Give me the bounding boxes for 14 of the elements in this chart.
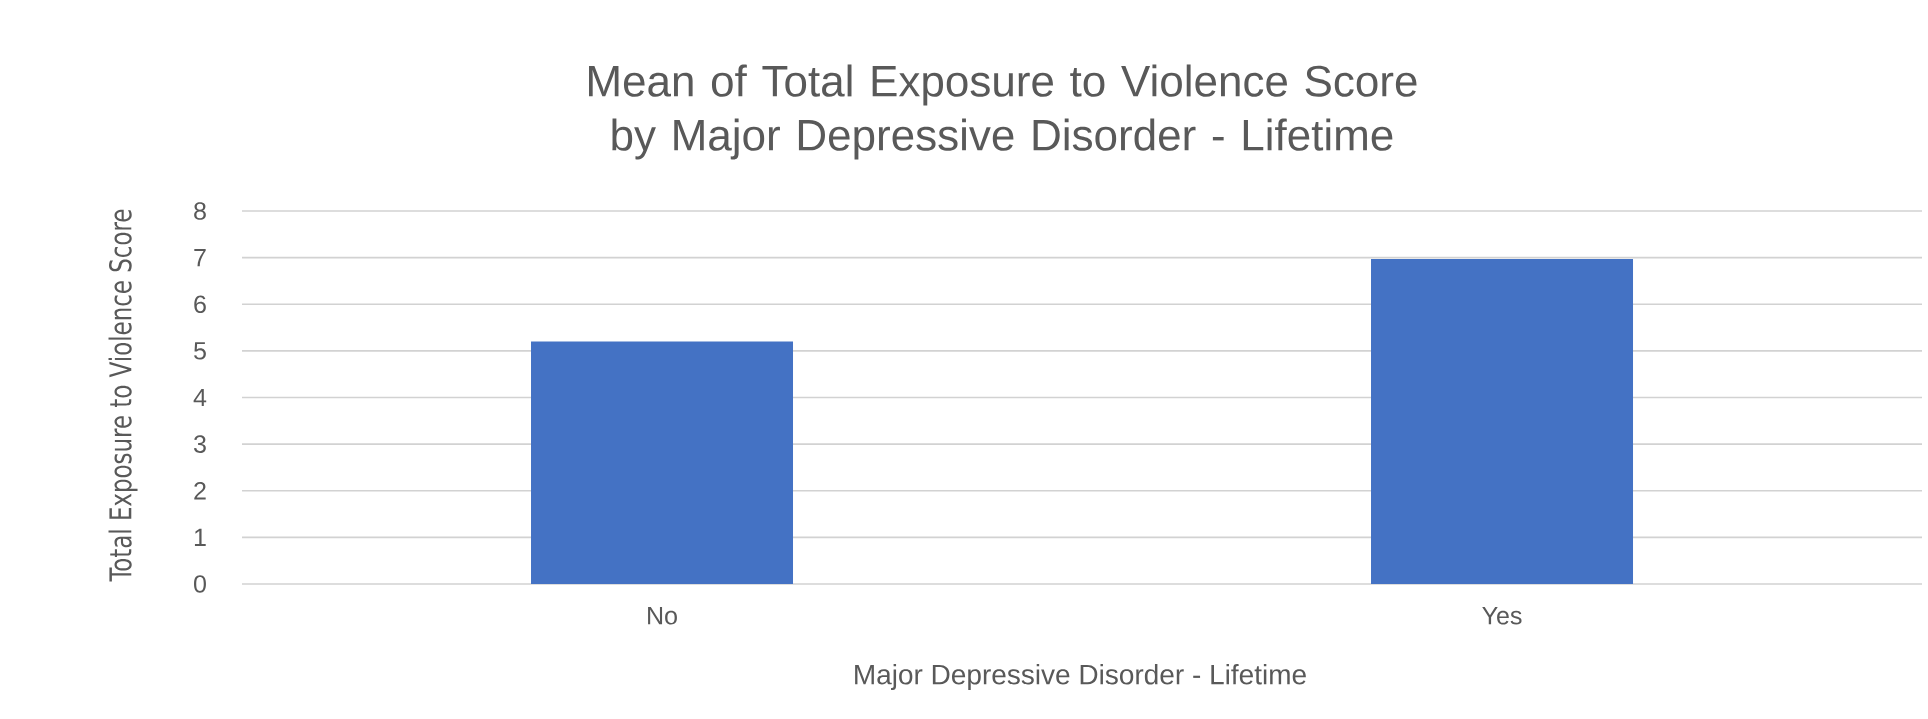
y-tick-label: 2: [194, 482, 206, 500]
y-tick-label: 7: [194, 249, 206, 267]
y-tick-label: 0: [194, 575, 206, 593]
y-tick-label: 1: [194, 528, 206, 546]
x-tick-label: No: [648, 607, 677, 625]
y-tick-label: 4: [193, 388, 207, 407]
y-tick-label: 8: [194, 202, 206, 220]
x-axis-title: Major Depressive Disorder - Lifetime: [855, 663, 1306, 691]
y-tick-label: 3: [193, 435, 206, 453]
y-tick-label: 6: [194, 295, 206, 314]
x-tick-label: Yes: [1482, 607, 1522, 625]
y-axis-title: Total Exposure to Violence Score: [108, 209, 138, 582]
chart-title: Mean of Total Exposure to Violence Score by Major Depressive Disorder - Lifetime: [589, 64, 1417, 160]
y-tick-label: 5: [194, 342, 206, 360]
